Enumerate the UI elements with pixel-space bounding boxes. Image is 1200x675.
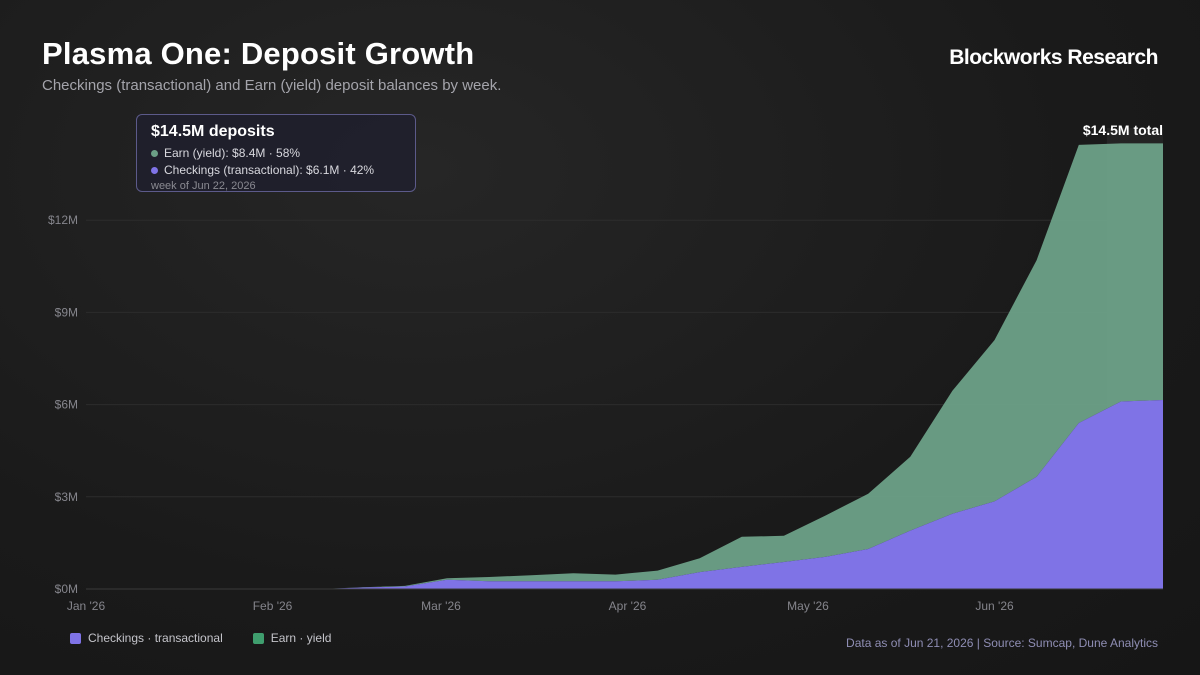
checkings-swatch-icon: [70, 632, 81, 644]
earn-area-series: [320, 143, 1163, 589]
tooltip-checkings-row: Checkings (transactional): $6.1M · 42%: [151, 162, 401, 179]
legend-checkings-label: Checkings · transactional: [88, 631, 223, 645]
chart-subtitle: Checkings (transactional) and Earn (yiel…: [42, 77, 502, 94]
brand-logo: Blockworks Research: [949, 46, 1158, 69]
checkings-dot-icon: [151, 167, 158, 174]
y-tick-label: $3M: [55, 490, 78, 504]
earn-swatch-icon: [252, 632, 264, 644]
chart-legend: Checkings · transactional Earn · yield: [70, 631, 331, 645]
chart-title: Plasma One: Deposit Growth: [42, 36, 475, 71]
legend-earn-label: Earn · yield: [270, 631, 332, 645]
x-tick-label: Mar '26: [421, 599, 461, 613]
total-annotation: $14.5M total: [1083, 122, 1163, 138]
tooltip: $14.5M deposits Earn (yield): $8.4M · 58…: [136, 114, 416, 192]
legend-item-checkings[interactable]: Checkings · transactional: [70, 631, 223, 645]
y-tick-label: $6M: [55, 398, 78, 412]
tooltip-earn-row: Earn (yield): $8.4M · 58%: [151, 145, 401, 162]
x-tick-label: May '26: [787, 599, 829, 613]
x-tick-label: Apr '26: [609, 599, 647, 613]
earn-dot-icon: [151, 150, 158, 157]
tooltip-headline: $14.5M deposits: [151, 123, 275, 140]
y-tick-label: $0M: [55, 582, 78, 596]
x-tick-label: Feb '26: [253, 599, 293, 613]
x-tick-label: Jan '26: [67, 599, 106, 613]
y-tick-label: $12M: [48, 213, 78, 227]
tooltip-checkings-text: Checkings (transactional): $6.1M · 42%: [164, 163, 375, 177]
source-footnote: Data as of Jun 21, 2026 | Source: Sumcap…: [846, 636, 1158, 650]
y-tick-label: $9M: [55, 305, 78, 319]
tooltip-week: week of Jun 22, 2026: [151, 180, 256, 192]
tooltip-earn-text: Earn (yield): $8.4M · 58%: [164, 146, 301, 160]
x-tick-label: Jun '26: [975, 599, 1014, 613]
checkings-area-series: [320, 400, 1163, 589]
legend-item-earn[interactable]: Earn · yield: [252, 631, 332, 645]
